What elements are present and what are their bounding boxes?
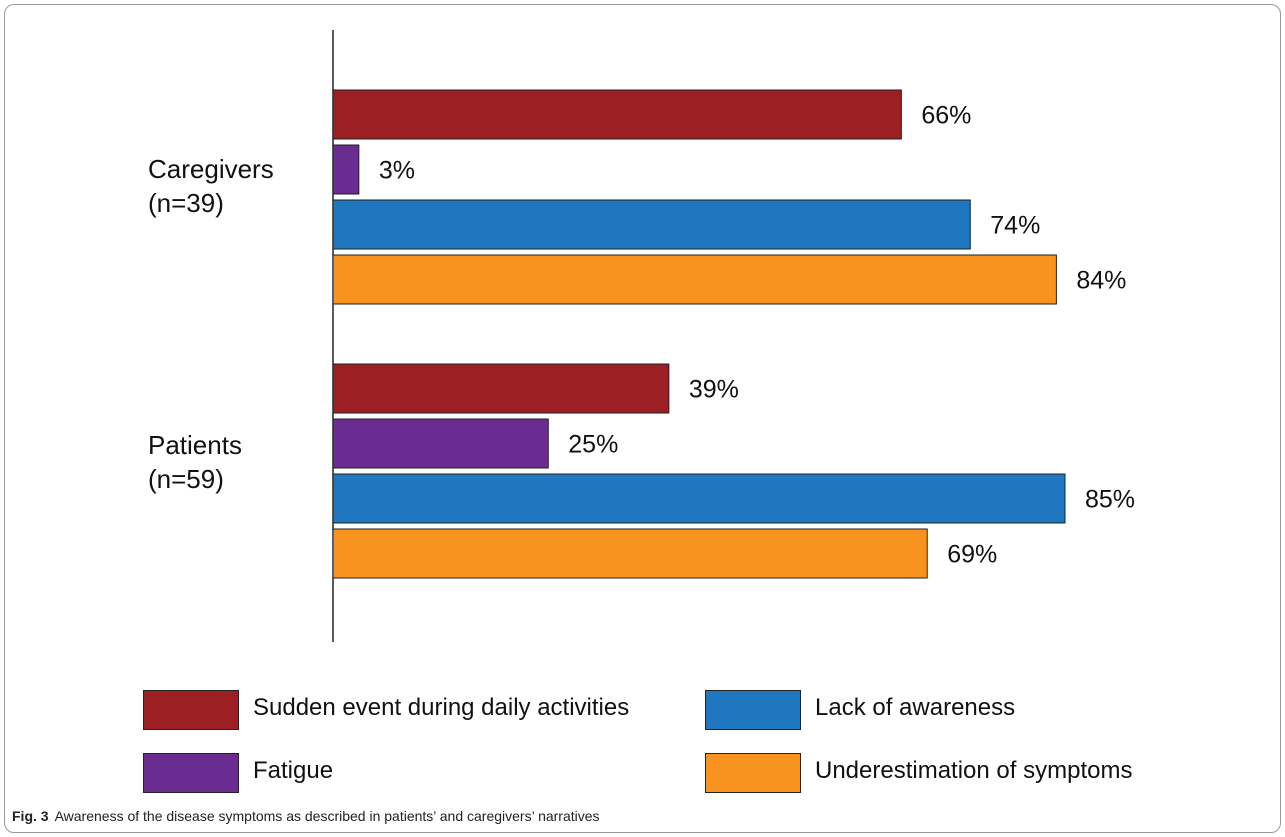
bar bbox=[332, 528, 928, 579]
data-label: 39% bbox=[689, 376, 739, 404]
data-label: 85% bbox=[1085, 486, 1135, 514]
legend-swatch bbox=[143, 753, 239, 793]
bar bbox=[332, 254, 1057, 305]
legend-swatch bbox=[143, 690, 239, 730]
legend-label: Lack of awareness bbox=[815, 694, 1016, 721]
data-label: 3% bbox=[379, 157, 415, 185]
figure-caption: Fig. 3 Awareness of the disease symptoms … bbox=[12, 808, 600, 824]
caption-text: Awareness of the disease symptoms as des… bbox=[54, 808, 600, 824]
data-label: 84% bbox=[1076, 267, 1126, 295]
category-name: Patients bbox=[148, 430, 242, 460]
legend-swatch bbox=[705, 690, 801, 730]
category-label-patients: Patients (n=59) bbox=[148, 428, 242, 496]
category-n: (n=39) bbox=[148, 188, 224, 218]
legend-label: Sudden event during daily activities bbox=[253, 694, 630, 721]
bar bbox=[332, 363, 670, 414]
category-n: (n=59) bbox=[148, 464, 224, 494]
bar bbox=[332, 199, 971, 250]
caption-label: Fig. 3 bbox=[12, 808, 49, 824]
figure-frame bbox=[4, 4, 1281, 833]
bar bbox=[332, 144, 360, 195]
data-label: 69% bbox=[947, 541, 997, 569]
bar bbox=[332, 418, 549, 469]
category-label-caregivers: Caregivers (n=39) bbox=[148, 152, 274, 220]
legend-label: Underestimation of symptoms bbox=[815, 757, 1133, 784]
data-label: 25% bbox=[568, 431, 618, 459]
legend-swatch bbox=[705, 753, 801, 793]
bar bbox=[332, 89, 902, 140]
data-label: 66% bbox=[921, 102, 971, 130]
bar bbox=[332, 473, 1066, 524]
legend-label: Fatigue bbox=[253, 757, 334, 784]
category-name: Caregivers bbox=[148, 154, 274, 184]
data-label: 74% bbox=[990, 212, 1040, 240]
